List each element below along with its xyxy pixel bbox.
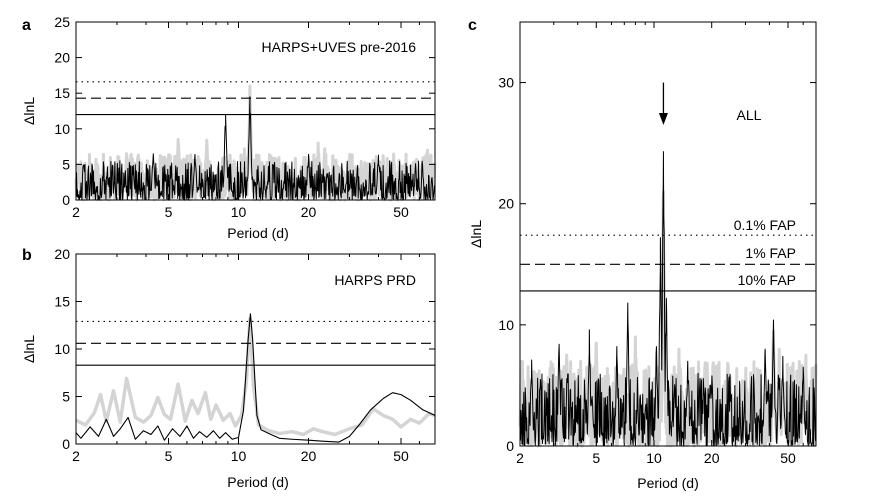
panel-b-x-tick-label: 50 — [393, 448, 409, 464]
panel-c-x-tick-label: 2 — [516, 450, 524, 466]
panel-a-y-tick-label: 25 — [54, 14, 70, 30]
panel-c-y-tick-label: 20 — [498, 196, 514, 212]
panel-a-letter: a — [22, 17, 31, 34]
panel-b-y-tick-label: 20 — [54, 246, 70, 262]
panel-b-x-tick-label: 2 — [72, 448, 80, 464]
panel-c-y-tick-label: 0 — [506, 438, 514, 454]
panel-b-annotation: HARPS PRD — [334, 272, 416, 288]
panel-a-x-ticks: 2 5 10 20 50 — [72, 22, 436, 220]
panel-a-x-axis-label: Period (d) — [227, 225, 288, 241]
panel-a-annotation: HARPS+UVES pre-2016 — [262, 39, 417, 55]
panel-a-y-tick-label: 0 — [62, 192, 70, 208]
panel-b-thresholds — [76, 320, 435, 366]
panel-b-y-tick-label: 15 — [54, 294, 70, 310]
panel-a-x-tick-label: 50 — [393, 204, 409, 220]
panel-a-y-tick-label: 5 — [62, 156, 70, 172]
panel-b-x-tick-label: 10 — [231, 448, 247, 464]
panel-c-letter: c — [468, 17, 477, 34]
panel-c-x-tick-label: 10 — [646, 450, 662, 466]
panel-b-y-tick-label: 0 — [62, 436, 70, 452]
panel-b-y-axis-label: ΔlnL — [21, 335, 37, 363]
panel-c-series — [518, 151, 818, 448]
panel-b-series-grey-line — [75, 316, 436, 437]
panel-b-y-tick-label: 10 — [54, 341, 70, 357]
panel-b-y-ticks: 0 5 10 15 20 — [54, 246, 435, 452]
panel-a-thresholds — [76, 81, 435, 116]
panel-a-series-black-line — [75, 96, 436, 201]
panel-c-label-fap-0.1: 0.1% FAP — [734, 217, 796, 233]
panel-c-series-black-line — [519, 151, 817, 447]
panel-b: b 2 5 10 20 50 0 5 10 15 20 HARPS PRD Period (d)… — [21, 246, 436, 490]
panel-c: c 2 5 10 20 50 0 10 20 30 ALL 0.1% FAP 1% FAP 1… — [468, 17, 818, 491]
panel-c-series-grey-line — [518, 190, 818, 448]
panel-c-x-tick-label: 20 — [704, 450, 720, 466]
panel-a-frame — [75, 21, 436, 201]
panel-a-y-tick-label: 10 — [54, 121, 70, 137]
panel-b-series — [75, 313, 436, 443]
peak-arrow-head — [658, 112, 668, 125]
panel-a-y-tick-label: 20 — [54, 50, 70, 66]
panel-b-x-tick-label: 20 — [301, 448, 317, 464]
panel-a-series — [74, 84, 437, 202]
panel-a-y-ticks: 0 5 10 15 20 25 — [54, 14, 435, 208]
panel-b-series-black-line — [75, 313, 436, 443]
panel-a-x-tick-label: 5 — [165, 204, 173, 220]
panel-c-label-fap-10: 10% FAP — [738, 272, 796, 288]
panel-c-y-ticks: 0 10 20 30 — [498, 75, 816, 454]
panel-c-arrow — [658, 82, 668, 125]
panel-c-y-tick-label: 10 — [498, 317, 514, 333]
panel-a-x-tick-label: 20 — [301, 204, 317, 220]
panel-a-y-axis-label: ΔlnL — [21, 97, 37, 125]
panel-b-x-tick-label: 5 — [165, 448, 173, 464]
panel-c-y-axis-label: ΔlnL — [468, 220, 484, 248]
panel-b-x-ticks: 2 5 10 20 50 — [72, 254, 436, 464]
panel-a-x-tick-label: 2 — [72, 204, 80, 220]
panel-c-annotation: ALL — [737, 107, 762, 123]
panel-c-x-tick-label: 50 — [780, 450, 796, 466]
panel-a-x-tick-label: 10 — [231, 204, 247, 220]
panel-b-x-axis-label: Period (d) — [227, 474, 288, 490]
panel-c-x-axis-label: Period (d) — [637, 475, 698, 491]
panel-c-y-tick-label: 30 — [498, 75, 514, 91]
panel-b-y-tick-label: 5 — [62, 389, 70, 405]
panel-a-y-tick-label: 15 — [54, 85, 70, 101]
panel-c-x-tick-label: 5 — [592, 450, 600, 466]
panel-c-label-fap-1: 1% FAP — [745, 245, 796, 261]
panel-b-letter: b — [22, 247, 32, 264]
panel-c-thresholds — [520, 234, 816, 292]
panel-c-x-ticks: 2 5 10 20 50 — [516, 22, 817, 466]
panel-c-frame — [519, 21, 817, 447]
